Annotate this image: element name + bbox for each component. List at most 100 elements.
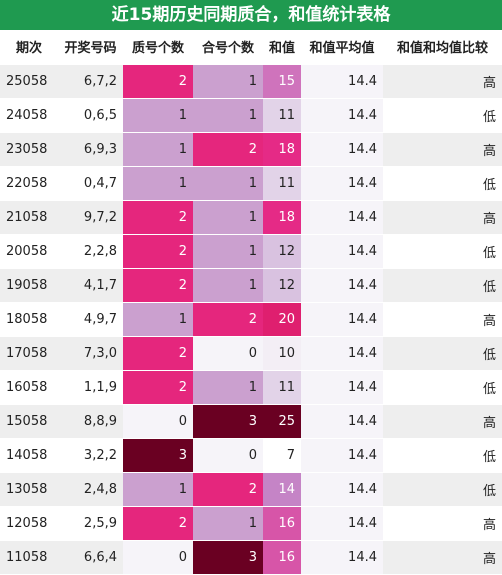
composite-count-cell: 1 [193, 369, 263, 404]
sum-cell: 12 [263, 233, 301, 268]
composite-count-cell: 1 [193, 97, 263, 132]
sum-average-cell: 14.4 [301, 539, 383, 574]
numbers-cell: 3,2,2 [58, 437, 123, 472]
sum-average-cell: 14.4 [301, 131, 383, 166]
sum-compare-cell: 低 [383, 267, 502, 302]
sum-cell: 15 [263, 63, 301, 98]
header-period: 期次 [0, 30, 58, 64]
header-composite-count: 合号个数 [193, 30, 263, 64]
header-sum-average: 和值平均值 [301, 30, 383, 64]
composite-count-cell: 1 [193, 267, 263, 302]
prime-count-cell: 2 [123, 505, 193, 540]
numbers-cell: 4,9,7 [58, 301, 123, 336]
table-row: 18058 4,9,7 1 2 20 14.4 高 [0, 301, 502, 336]
sum-average-cell: 14.4 [301, 403, 383, 438]
prime-count-cell: 0 [123, 539, 193, 574]
header-prime-count: 质号个数 [123, 30, 193, 64]
sum-compare-cell: 高 [383, 199, 502, 234]
table-row: 19058 4,1,7 2 1 12 14.4 低 [0, 267, 502, 302]
sum-compare-cell: 低 [383, 165, 502, 200]
sum-average-cell: 14.4 [301, 63, 383, 98]
numbers-cell: 0,4,7 [58, 165, 123, 200]
sum-average-cell: 14.4 [301, 267, 383, 302]
prime-count-cell: 1 [123, 471, 193, 506]
sum-compare-cell: 低 [383, 97, 502, 132]
composite-count-cell: 3 [193, 403, 263, 438]
period-cell: 20058 [0, 233, 58, 268]
composite-count-cell: 2 [193, 131, 263, 166]
period-cell: 16058 [0, 369, 58, 404]
numbers-cell: 4,1,7 [58, 267, 123, 302]
sum-cell: 12 [263, 267, 301, 302]
composite-count-cell: 1 [193, 233, 263, 268]
numbers-cell: 7,3,0 [58, 335, 123, 370]
composite-count-cell: 1 [193, 505, 263, 540]
prime-count-cell: 2 [123, 369, 193, 404]
numbers-cell: 6,7,2 [58, 63, 123, 98]
sum-cell: 11 [263, 97, 301, 132]
composite-count-cell: 3 [193, 539, 263, 574]
sum-average-cell: 14.4 [301, 165, 383, 200]
prime-count-cell: 1 [123, 97, 193, 132]
table-row: 16058 1,1,9 2 1 11 14.4 低 [0, 369, 502, 404]
table-row: 14058 3,2,2 3 0 7 14.4 低 [0, 437, 502, 472]
table-body: 25058 6,7,2 2 1 15 14.4 高 24058 0,6,5 1 1 11 14.4 低 23… [0, 63, 502, 574]
sum-compare-cell: 高 [383, 539, 502, 574]
prime-count-cell: 2 [123, 267, 193, 302]
composite-count-cell: 0 [193, 335, 263, 370]
prime-count-cell: 0 [123, 403, 193, 438]
sum-compare-cell: 低 [383, 233, 502, 268]
prime-count-cell: 1 [123, 165, 193, 200]
prime-count-cell: 2 [123, 233, 193, 268]
sum-average-cell: 14.4 [301, 97, 383, 132]
sum-average-cell: 14.4 [301, 505, 383, 540]
sum-cell: 20 [263, 301, 301, 336]
prime-count-cell: 2 [123, 63, 193, 98]
numbers-cell: 8,8,9 [58, 403, 123, 438]
period-cell: 22058 [0, 165, 58, 200]
composite-count-cell: 1 [193, 165, 263, 200]
period-cell: 23058 [0, 131, 58, 166]
sum-compare-cell: 高 [383, 505, 502, 540]
numbers-cell: 6,9,3 [58, 131, 123, 166]
period-cell: 24058 [0, 97, 58, 132]
sum-average-cell: 14.4 [301, 437, 383, 472]
sum-cell: 18 [263, 199, 301, 234]
sum-compare-cell: 低 [383, 335, 502, 370]
numbers-cell: 2,5,9 [58, 505, 123, 540]
header-row: 期次 开奖号码 质号个数 合号个数 和值 和值平均值 和值和均值比较 [0, 30, 502, 64]
table-row: 11058 6,6,4 0 3 16 14.4 高 [0, 539, 502, 574]
sum-cell: 11 [263, 369, 301, 404]
sum-cell: 18 [263, 131, 301, 166]
sum-compare-cell: 高 [383, 403, 502, 438]
sum-average-cell: 14.4 [301, 335, 383, 370]
sum-cell: 16 [263, 505, 301, 540]
period-cell: 15058 [0, 403, 58, 438]
sum-cell: 14 [263, 471, 301, 506]
sum-cell: 10 [263, 335, 301, 370]
sum-cell: 16 [263, 539, 301, 574]
period-cell: 18058 [0, 301, 58, 336]
sum-average-cell: 14.4 [301, 471, 383, 506]
sum-compare-cell: 低 [383, 369, 502, 404]
period-cell: 11058 [0, 539, 58, 574]
sum-cell: 7 [263, 437, 301, 472]
table-row: 12058 2,5,9 2 1 16 14.4 高 [0, 505, 502, 540]
numbers-cell: 6,6,4 [58, 539, 123, 574]
composite-count-cell: 1 [193, 199, 263, 234]
table-row: 17058 7,3,0 2 0 10 14.4 低 [0, 335, 502, 370]
stats-table: 期次 开奖号码 质号个数 合号个数 和值 和值平均值 和值和均值比较 25058… [0, 30, 502, 574]
numbers-cell: 9,7,2 [58, 199, 123, 234]
table-row: 13058 2,4,8 1 2 14 14.4 低 [0, 471, 502, 506]
numbers-cell: 0,6,5 [58, 97, 123, 132]
sum-average-cell: 14.4 [301, 199, 383, 234]
prime-count-cell: 2 [123, 335, 193, 370]
numbers-cell: 2,2,8 [58, 233, 123, 268]
period-cell: 25058 [0, 63, 58, 98]
sum-compare-cell: 高 [383, 301, 502, 336]
composite-count-cell: 2 [193, 301, 263, 336]
sum-cell: 11 [263, 165, 301, 200]
table-row: 25058 6,7,2 2 1 15 14.4 高 [0, 63, 502, 98]
table-title: 近15期历史同期质合，和值统计表格 [0, 0, 502, 30]
period-cell: 12058 [0, 505, 58, 540]
